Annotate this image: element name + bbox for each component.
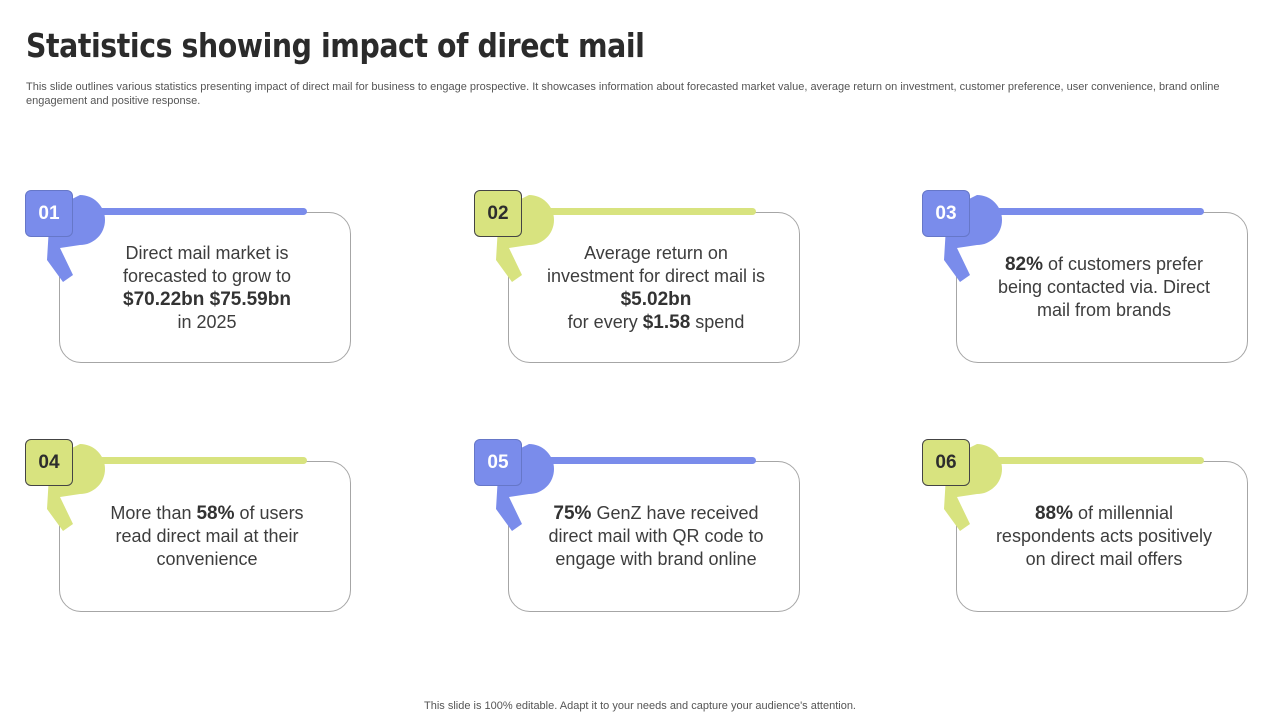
card-frame: [59, 461, 351, 612]
card-frame: [508, 461, 800, 612]
stat-card-05: 05 75% GenZ have received direct mail wi…: [474, 439, 804, 619]
step-badge: 04: [25, 439, 73, 486]
card-frame: [508, 212, 800, 363]
card-frame: [59, 212, 351, 363]
card-frame: [956, 212, 1248, 363]
accent-bar: [544, 457, 756, 464]
step-badge: 05: [474, 439, 522, 486]
stat-card-03: 03 82% of customers prefer being contact…: [922, 190, 1252, 370]
accent-bar: [544, 208, 756, 215]
stat-text: More than 58% of users read direct mail …: [110, 503, 304, 569]
stat-text: Average return on investment for direct …: [546, 242, 766, 333]
page-subtitle: This slide outlines various statistics p…: [26, 81, 1220, 107]
step-badge: 01: [25, 190, 73, 237]
stat-card-04: 04 More than 58% of users read direct ma…: [25, 439, 355, 619]
accent-bar: [992, 208, 1204, 215]
accent-bar: [95, 208, 307, 215]
stat-card-01: 01 Direct mail market is forecasted to g…: [25, 190, 355, 370]
stat-text: Direct mail market is forecasted to grow…: [122, 242, 292, 332]
accent-bar: [95, 457, 307, 464]
stat-card-02: 02 Average return on investment for dire…: [474, 190, 804, 370]
stat-text: 88% of millennial respondents acts posit…: [995, 503, 1213, 569]
stat-card-06: 06 88% of millennial respondents acts po…: [922, 439, 1252, 619]
card-frame: [956, 461, 1248, 612]
step-badge: 06: [922, 439, 970, 486]
step-badge: 02: [474, 190, 522, 237]
stat-text: 82% of customers prefer being contacted …: [997, 254, 1211, 320]
accent-bar: [992, 457, 1204, 464]
page-title: Statistics showing impact of direct mail: [26, 26, 645, 65]
step-badge: 03: [922, 190, 970, 237]
footer-note: This slide is 100% editable. Adapt it to…: [424, 700, 856, 712]
stat-text: 75% GenZ have received direct mail with …: [548, 503, 764, 569]
